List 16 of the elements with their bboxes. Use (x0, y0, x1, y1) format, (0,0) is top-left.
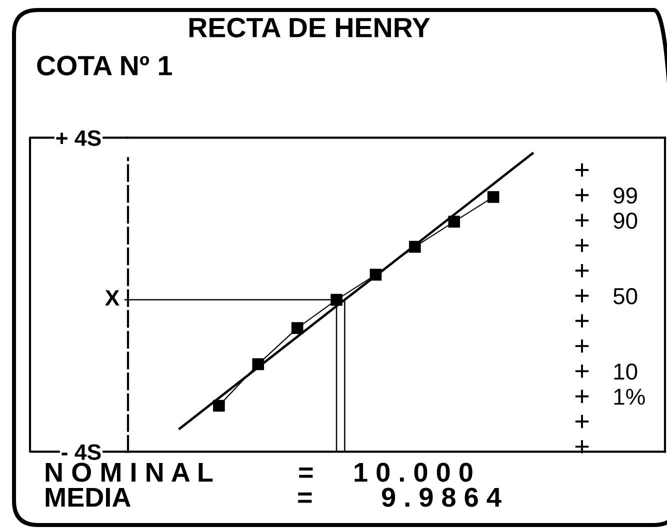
category-label: 99 (614, 187, 637, 204)
category-label: 50 (613, 288, 638, 304)
text: 1 0 . 0 0 0 (354, 462, 472, 482)
text: = (298, 492, 312, 503)
y-tick-label: - 4S (62, 444, 101, 460)
chart-subtitle: COTA Nº 1 (37, 56, 172, 76)
category-label: 90 (614, 212, 638, 229)
text: MEDIA (46, 488, 131, 507)
category-label: 10 (614, 364, 638, 380)
ref-line-label: X (105, 290, 120, 306)
category-label: 1% (614, 388, 645, 405)
chart-title: RECTA DE HENRY (189, 18, 430, 38)
text: 9 . 9 8 6 4 (382, 488, 502, 507)
text: N O M I N A L (46, 462, 213, 482)
text: = (299, 468, 313, 478)
y-tick-label: + 4S (56, 130, 101, 146)
